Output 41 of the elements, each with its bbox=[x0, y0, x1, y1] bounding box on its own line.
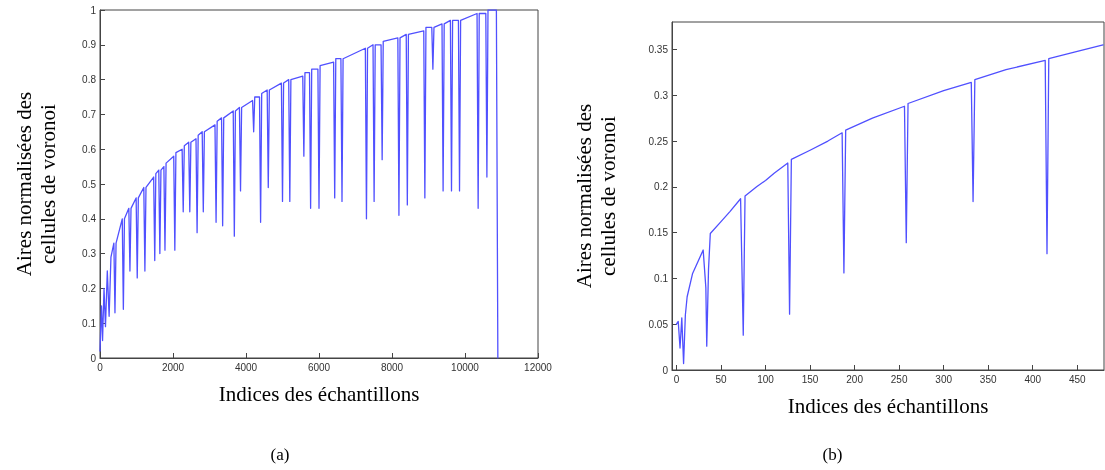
x-tick-label: 100 bbox=[757, 373, 775, 385]
y-tick-label: 0.7 bbox=[82, 108, 97, 120]
y-tick-label: 0.1 bbox=[654, 272, 669, 284]
y-tick-label: 0.1 bbox=[82, 317, 97, 329]
x-axis-title: Indices des échantillons bbox=[787, 394, 989, 418]
y-tick-label: 0.2 bbox=[82, 282, 97, 294]
y-tick-label: 0.15 bbox=[648, 227, 669, 239]
x-tick-label: 300 bbox=[935, 373, 953, 385]
y-axis-title: Aires normalisées des cellules de voronoi bbox=[12, 91, 60, 277]
y-tick-label: 0.5 bbox=[82, 178, 97, 190]
y-tick-label: 0 bbox=[90, 352, 97, 364]
x-tick-label: 150 bbox=[801, 373, 819, 385]
y-tick-label: 0.2 bbox=[654, 181, 669, 193]
y-tick-label: 0.25 bbox=[648, 135, 669, 147]
x-tick-label: 0 bbox=[673, 373, 680, 385]
x-axis-title: Indices des échantillons bbox=[218, 382, 420, 406]
x-tick-label: 6000 bbox=[307, 361, 331, 373]
y-tick-label: 0.8 bbox=[82, 74, 97, 86]
x-tick-label: 4000 bbox=[234, 361, 258, 373]
y-tick-label: 0.3 bbox=[654, 89, 669, 101]
x-tick-label: 250 bbox=[890, 373, 908, 385]
line-series bbox=[675, 44, 1104, 365]
x-tick-label: 10000 bbox=[451, 361, 480, 373]
x-tick-label: 8000 bbox=[380, 361, 404, 373]
y-tick-label: 0.9 bbox=[82, 39, 97, 51]
y-tick-label: 1 bbox=[90, 4, 97, 16]
x-tick-label: 12000 bbox=[524, 361, 553, 373]
y-tick-label: 0.4 bbox=[82, 213, 97, 225]
x-tick-label: 200 bbox=[846, 373, 864, 385]
x-tick-label: 50 bbox=[715, 373, 727, 385]
x-tick-label: 450 bbox=[1068, 373, 1087, 385]
y-tick-label: 0.6 bbox=[82, 143, 97, 155]
y-tick-label: 0.35 bbox=[648, 43, 669, 55]
y-tick-label: 0.3 bbox=[82, 248, 97, 260]
x-tick-label: 400 bbox=[1024, 373, 1042, 385]
text: (b) bbox=[822, 445, 843, 464]
x-tick-label: 2000 bbox=[161, 361, 185, 373]
text: (a) bbox=[270, 445, 290, 464]
x-tick-label: 350 bbox=[979, 373, 997, 385]
y-tick-label: 0.05 bbox=[648, 318, 669, 330]
y-axis-title: Aires normalisées des cellules de voronoi bbox=[572, 103, 620, 289]
